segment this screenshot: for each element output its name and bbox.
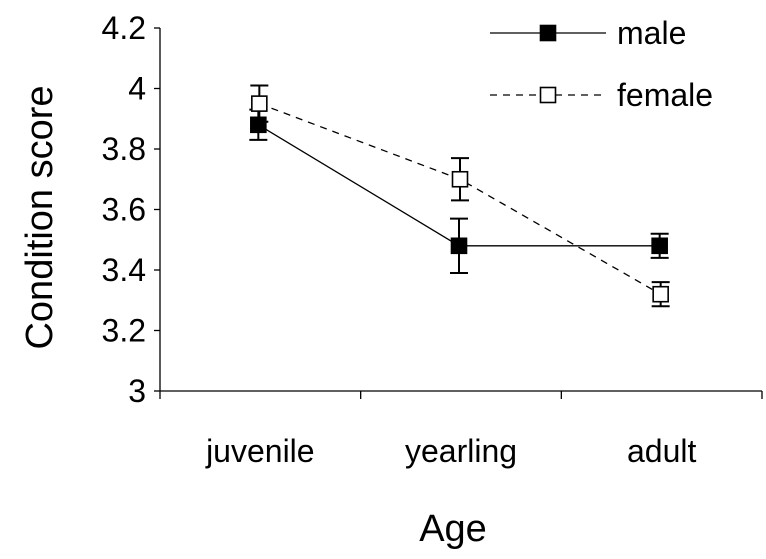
x-tick-label: adult (627, 433, 697, 469)
legend-item-female: female (490, 77, 713, 113)
x-tick-label: yearling (405, 433, 517, 469)
legend-item-male: male (490, 15, 686, 51)
data-point-male (450, 237, 468, 255)
axes: 3 3.2 3.4 3.6 3.8 4 4.2 juvenile yearling adult (102, 10, 763, 469)
data-point-female (652, 285, 669, 303)
y-tick-label: 3.8 (102, 131, 146, 167)
y-tick-label: 3.2 (102, 313, 146, 349)
legend-marker (539, 86, 557, 104)
series-female (250, 84, 670, 308)
data-point-male (651, 237, 668, 255)
legend-label: male (617, 15, 686, 51)
y-tick-label: 4.2 (102, 10, 146, 46)
legend-marker (539, 24, 557, 42)
y-tick-label: 3.4 (102, 252, 146, 288)
data-point-female (251, 95, 268, 112)
legend: male female (490, 15, 713, 113)
y-tick-label: 3.6 (102, 192, 146, 228)
y-tick-label: 3 (128, 373, 146, 409)
x-axis-title: Age (419, 508, 487, 550)
data-point-female (451, 170, 469, 188)
y-tick-label: 4 (128, 71, 146, 107)
x-tick-label: juvenile (205, 433, 315, 469)
series-layer (249, 84, 670, 308)
data-point-male (250, 116, 267, 134)
y-axis-title: Condition score (19, 85, 61, 349)
legend-label: female (617, 77, 713, 113)
